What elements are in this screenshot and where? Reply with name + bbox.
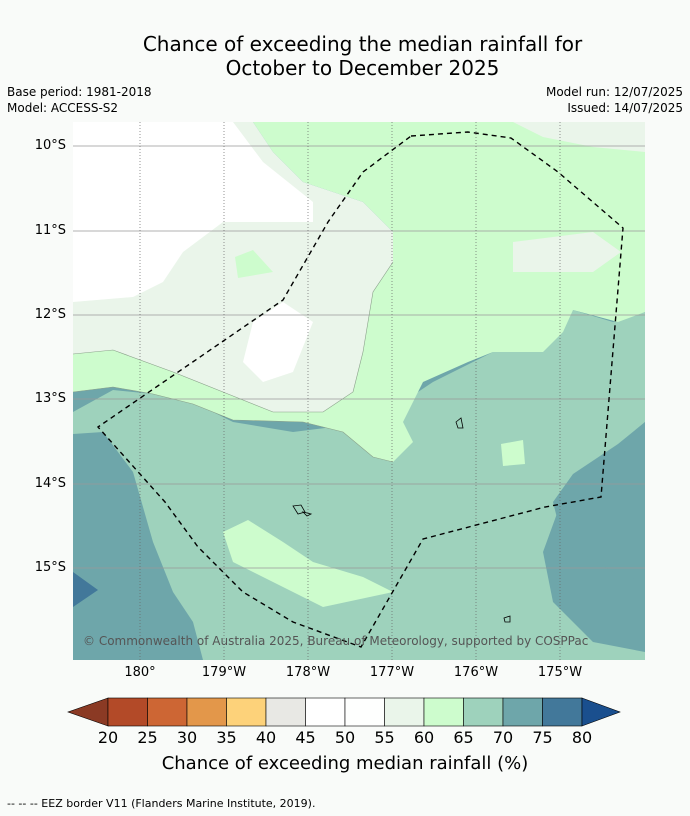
colorbar-tick-label: 50 <box>335 728 355 747</box>
colorbar-tick-label: 20 <box>98 728 118 747</box>
colorbar-swatch <box>502 697 543 727</box>
region-60-65 <box>501 440 525 466</box>
colorbar-swatch <box>305 697 346 727</box>
colorbar-tick-label: 80 <box>572 728 592 747</box>
map-title-line2: October to December 2025 <box>225 56 500 80</box>
model-name: Model: ACCESS-S2 <box>7 101 119 115</box>
colorbar-tick-label: 40 <box>256 728 276 747</box>
colorbar-swatch <box>344 697 385 727</box>
lon-label: 178°W <box>285 665 331 680</box>
region-75-80 <box>73 572 98 607</box>
region-50-55 <box>73 122 313 302</box>
lat-label: 11°S <box>34 223 66 238</box>
lat-label: 12°S <box>34 307 66 322</box>
colorbar-tick-label: 45 <box>295 728 315 747</box>
colorbar-swatch <box>147 697 188 727</box>
colorbar: 20 25 30 35 40 45 50 55 60 65 70 75 80 <box>67 697 621 747</box>
lat-gridlines <box>73 145 645 569</box>
colorbar-tick-label: 70 <box>493 728 513 747</box>
issued-date: Issued: 14/07/2025 <box>567 101 683 115</box>
copyright-text: © Commonwealth of Australia 2025, Bureau… <box>83 634 588 648</box>
model-run: Model run: 12/07/2025 <box>545 85 683 99</box>
colorbar-extend-low <box>67 697 109 727</box>
lon-label: 176°W <box>453 665 499 680</box>
colorbar-tick-label: 60 <box>414 728 434 747</box>
eez-border <box>96 131 624 648</box>
region-60-65 <box>235 250 273 278</box>
region-70-75 <box>553 422 645 582</box>
islands <box>292 417 511 623</box>
lon-label: 177°W <box>369 665 415 680</box>
region-55-60 <box>513 232 621 272</box>
colorbar-tick-label: 65 <box>453 728 473 747</box>
colorbar-tick-label: 55 <box>374 728 394 747</box>
lat-label: 14°S <box>34 476 66 491</box>
colorbar-swatch <box>423 697 464 727</box>
lon-label: 175°W <box>537 665 583 680</box>
lat-label: 15°S <box>34 560 66 575</box>
colorbar-swatch <box>107 697 148 727</box>
colorbar-swatch <box>463 697 504 727</box>
colorbar-tick-label: 35 <box>216 728 236 747</box>
map-title-line1: Chance of exceeding the median rainfall … <box>142 32 583 56</box>
colorbar-swatch <box>265 697 306 727</box>
colorbar-swatch <box>226 697 267 727</box>
colorbar-swatch <box>186 697 227 727</box>
colorbar-swatch <box>542 697 583 727</box>
lon-label: 179°W <box>201 665 247 680</box>
lat-label: 10°S <box>34 138 66 153</box>
region-55-60 <box>513 122 645 152</box>
colorbar-tick-label: 25 <box>137 728 157 747</box>
base-period: Base period: 1981-2018 <box>7 85 152 99</box>
lat-label: 13°S <box>34 391 66 406</box>
region-50-55 <box>243 302 313 382</box>
colorbar-tick-label: 75 <box>532 728 552 747</box>
rainfall-map: © Commonwealth of Australia 2025, Bureau… <box>73 122 645 660</box>
footnote: -- -- -- EEZ border V11 (Flanders Marine… <box>7 797 316 810</box>
colorbar-tick-label: 30 <box>177 728 197 747</box>
colorbar-extend-high <box>581 697 621 727</box>
colorbar-swatch <box>384 697 425 727</box>
colorbar-label: Chance of exceeding median rainfall (%) <box>161 753 529 774</box>
lon-label: 180° <box>124 665 156 680</box>
region-65-70 <box>73 310 645 660</box>
